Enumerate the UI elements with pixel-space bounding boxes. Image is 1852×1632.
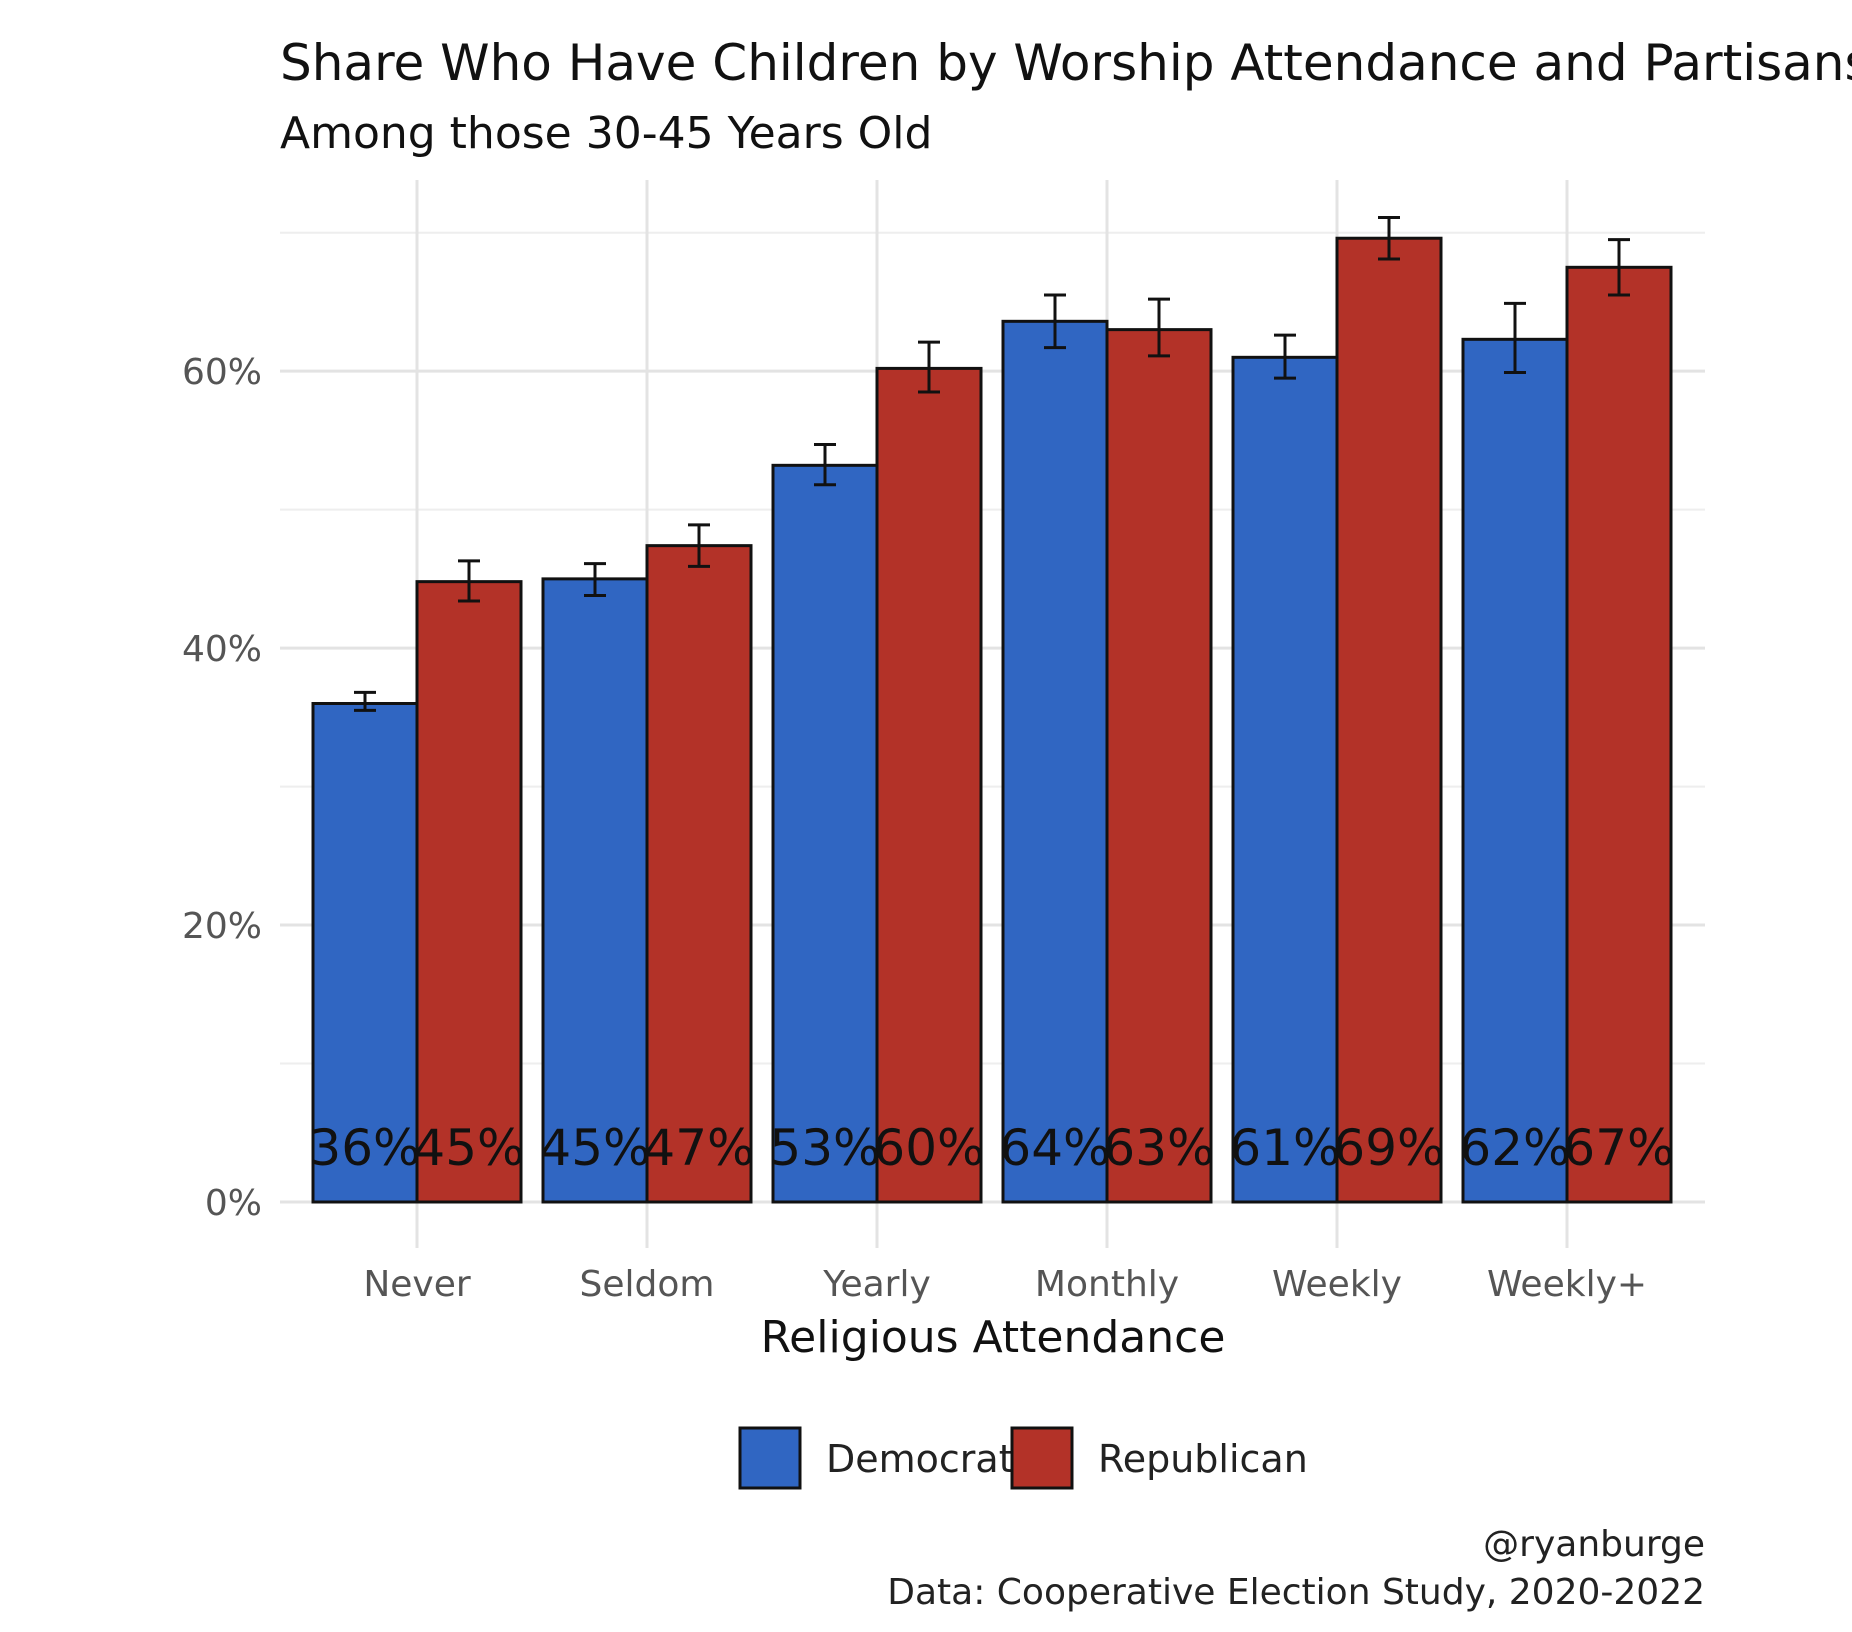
y-tick-label: 20% bbox=[182, 906, 262, 947]
x-axis: Never Seldom Yearly Monthly Weekly Weekly+ bbox=[363, 1264, 1647, 1305]
bar-democrat-weekly-plus bbox=[1461, 337, 1569, 1204]
bar-value-label: 64% bbox=[999, 1119, 1110, 1177]
x-tick-label: Weekly+ bbox=[1487, 1264, 1647, 1305]
error-bar bbox=[1274, 333, 1296, 380]
x-tick-label: Never bbox=[363, 1264, 471, 1305]
bar-value-label: 45% bbox=[413, 1119, 524, 1177]
chart-title: Share Who Have Children by Worship Atten… bbox=[280, 34, 1852, 92]
bar-value-label: 62% bbox=[1459, 1119, 1570, 1177]
bar-value-label: 47% bbox=[643, 1119, 754, 1177]
bar-value-label: 61% bbox=[1229, 1119, 1340, 1177]
y-tick-label: 60% bbox=[182, 352, 262, 393]
x-tick-label: Yearly bbox=[822, 1264, 931, 1305]
y-tick-label: 40% bbox=[182, 629, 262, 670]
bar-republican-weekly-plus bbox=[1565, 265, 1673, 1204]
error-bar bbox=[584, 562, 606, 597]
bar-democrat-weekly bbox=[1231, 355, 1339, 1204]
error-bar bbox=[354, 690, 376, 712]
x-tick-label: Seldom bbox=[580, 1264, 715, 1305]
caption-handle: @ryanburge bbox=[1483, 1524, 1705, 1565]
error-bar bbox=[918, 340, 940, 394]
x-tick-label: Monthly bbox=[1035, 1264, 1179, 1305]
bar-value-label: 60% bbox=[873, 1119, 984, 1177]
bar-republican-weekly bbox=[1335, 236, 1443, 1204]
bars bbox=[311, 236, 1673, 1204]
bar-value-label: 63% bbox=[1103, 1119, 1214, 1177]
bar-republican-seldom bbox=[645, 544, 753, 1204]
error-bar bbox=[688, 523, 710, 568]
bar-value-label: 36% bbox=[309, 1119, 420, 1177]
bar-value-label: 45% bbox=[539, 1119, 650, 1177]
x-axis-title: Religious Attendance bbox=[761, 1312, 1226, 1363]
y-axis: 0% 20% 40% 60% bbox=[182, 352, 262, 1224]
error-bar bbox=[458, 559, 480, 603]
bar-value-label: 67% bbox=[1563, 1119, 1674, 1177]
caption-source: Data: Cooperative Election Study, 2020-2… bbox=[887, 1572, 1705, 1613]
y-tick-label: 0% bbox=[205, 1183, 262, 1224]
bar-democrat-monthly bbox=[1001, 319, 1109, 1204]
legend: Democrat Republican bbox=[738, 1426, 1308, 1490]
legend-label: Democrat bbox=[826, 1437, 1014, 1481]
bar-value-label: 69% bbox=[1333, 1119, 1444, 1177]
bar-value-label: 53% bbox=[769, 1119, 880, 1177]
legend-item-republican: Republican bbox=[1010, 1426, 1308, 1490]
legend-swatch bbox=[738, 1426, 802, 1490]
error-bar bbox=[1044, 293, 1066, 350]
error-bar bbox=[1504, 301, 1526, 375]
error-bar bbox=[1378, 215, 1400, 261]
bar-republican-yearly bbox=[875, 366, 983, 1204]
bar-labels: 36%45% 45%47% 53%60% 64%63% 61%69% 62%67% bbox=[309, 1119, 1674, 1177]
bar-republican-monthly bbox=[1105, 328, 1213, 1204]
legend-swatch bbox=[1010, 1426, 1074, 1490]
legend-label: Republican bbox=[1098, 1437, 1308, 1481]
error-bar bbox=[1148, 297, 1170, 358]
bar-democrat-seldom bbox=[541, 577, 649, 1204]
x-tick-label: Weekly bbox=[1272, 1264, 1402, 1305]
error-bars bbox=[354, 215, 1630, 712]
legend-item-democrat: Democrat bbox=[738, 1426, 1014, 1490]
error-bar bbox=[814, 443, 836, 487]
bar-democrat-yearly bbox=[771, 463, 879, 1204]
error-bar bbox=[1608, 238, 1630, 297]
bar-republican-never bbox=[415, 580, 523, 1204]
chart-subtitle: Among those 30-45 Years Old bbox=[280, 108, 932, 159]
